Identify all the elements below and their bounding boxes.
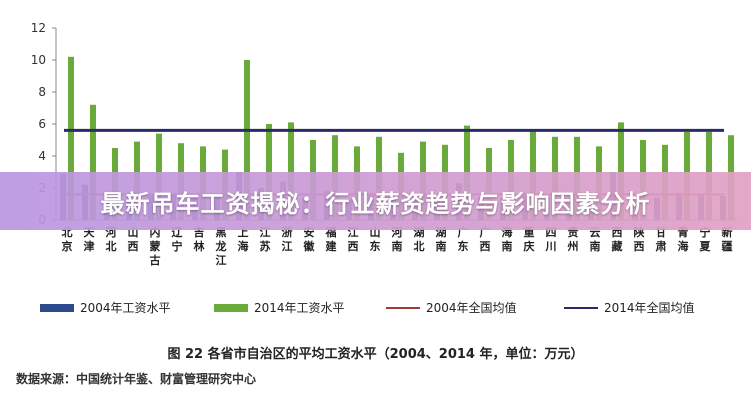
category-label: 海 — [678, 239, 689, 253]
category-label: 上 — [238, 225, 249, 239]
y-tick-label: 10 — [31, 53, 46, 67]
category-label: 苏 — [260, 239, 271, 253]
category-label: 青 — [678, 225, 689, 239]
y-tick-label: 6 — [38, 117, 46, 131]
category-label: 浙 — [282, 225, 293, 239]
category-label: 河 — [392, 225, 403, 239]
category-label: 湖 — [436, 225, 447, 239]
category-label: 建 — [326, 239, 338, 253]
category-label: 东 — [370, 239, 381, 253]
bar-2014 — [288, 122, 294, 220]
category-label: 宁 — [700, 225, 711, 239]
category-label: 河 — [106, 225, 117, 239]
category-label: 江 — [216, 253, 227, 267]
category-label: 新 — [722, 225, 733, 239]
category-label: 北 — [62, 225, 73, 239]
category-label: 州 — [567, 240, 579, 253]
bar-2014 — [244, 60, 250, 220]
legend-2004-bars-swatch — [40, 304, 74, 312]
category-label: 西 — [612, 226, 623, 239]
category-label: 贵 — [568, 225, 579, 239]
category-label: 南 — [436, 239, 447, 253]
category-label: 江 — [348, 225, 359, 239]
category-label: 京 — [62, 239, 73, 253]
bar-2014 — [90, 104, 96, 220]
category-label: 甘 — [656, 225, 667, 239]
category-label: 蒙 — [150, 239, 161, 253]
category-label: 北 — [106, 239, 117, 253]
category-label: 黑 — [216, 226, 227, 239]
figure-caption: 图 22 各省市自治区的平均工资水平（2004、2014 年，单位：万元） — [167, 347, 584, 362]
y-tick-label: 8 — [38, 85, 46, 99]
category-label: 南 — [590, 239, 601, 253]
category-label: 疆 — [722, 240, 733, 253]
category-label: 海 — [502, 225, 513, 239]
category-label: 安 — [304, 225, 315, 239]
category-label: 山 — [370, 225, 381, 239]
legend-2014-avg-label: 2014年全国均值 — [604, 300, 695, 315]
category-label: 江 — [260, 225, 271, 239]
category-label: 肃 — [656, 239, 667, 253]
category-label: 西 — [348, 240, 359, 253]
category-label: 湖 — [414, 225, 425, 239]
category-label: 藏 — [612, 239, 623, 253]
category-label: 云 — [590, 226, 601, 239]
category-label: 夏 — [700, 240, 712, 253]
category-label: 四 — [546, 226, 557, 239]
category-label: 南 — [502, 239, 513, 253]
category-label: 内 — [150, 225, 161, 239]
category-label: 海 — [238, 239, 249, 253]
category-label: 西 — [634, 240, 645, 253]
category-label: 广 — [480, 225, 491, 239]
category-label: 山 — [128, 225, 139, 239]
category-label: 川 — [545, 240, 557, 253]
data-source: 数据来源：中国统计年鉴、财富管理研究中心 — [16, 372, 257, 386]
category-label: 古 — [150, 253, 161, 267]
legend-2004-bars-label: 2004年工资水平 — [80, 301, 171, 315]
legend-2004-avg-label: 2004年全国均值 — [426, 300, 517, 315]
category-label: 重 — [524, 225, 535, 239]
y-tick-label: 4 — [38, 149, 46, 163]
category-label: 北 — [414, 239, 425, 253]
bar-2014 — [68, 56, 74, 220]
category-label: 吉 — [194, 225, 205, 239]
category-label: 津 — [84, 239, 95, 253]
banner-title: 最新吊车工资揭秘：行业薪资趋势与影响因素分析 — [100, 189, 651, 218]
category-label: 南 — [392, 239, 403, 253]
y-tick-label: 12 — [31, 21, 46, 35]
category-label: 庆 — [523, 239, 535, 253]
bar-2014 — [618, 122, 624, 220]
bar-chart: 024681012北京天津河北山西内蒙古辽宁吉林黑龙江上海江苏浙江安徽福建江西山… — [31, 21, 738, 315]
category-label: 东 — [458, 239, 469, 253]
category-label: 陕 — [634, 225, 645, 239]
category-label: 西 — [128, 240, 139, 253]
category-label: 林 — [194, 239, 205, 253]
category-label: 西 — [480, 240, 491, 253]
category-label: 宁 — [172, 239, 183, 253]
category-label: 广 — [458, 225, 469, 239]
legend-2014-bars-swatch — [214, 304, 248, 312]
category-label: 龙 — [215, 239, 227, 253]
category-label: 江 — [282, 239, 293, 253]
legend-2014-bars-label: 2014年工资水平 — [254, 301, 345, 315]
overlay-banner: 最新吊车工资揭秘：行业薪资趋势与影响因素分析 — [0, 172, 751, 230]
category-label: 徽 — [303, 239, 316, 253]
